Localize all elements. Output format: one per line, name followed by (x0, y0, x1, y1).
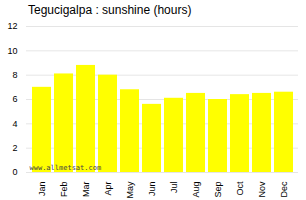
svg-text:www.allmetsat.com: www.allmetsat.com (30, 164, 102, 172)
svg-text:Nov: Nov (257, 181, 267, 198)
svg-text:4: 4 (12, 119, 17, 129)
svg-text:Jun: Jun (147, 182, 157, 197)
svg-text:10: 10 (7, 46, 17, 56)
svg-text:0: 0 (12, 167, 17, 177)
svg-text:Aug: Aug (191, 182, 201, 198)
svg-text:Jul: Jul (169, 182, 179, 194)
svg-text:Jan: Jan (37, 182, 47, 197)
svg-text:Mar: Mar (81, 181, 91, 197)
svg-text:8: 8 (12, 70, 17, 80)
svg-text:Sep: Sep (213, 182, 223, 198)
svg-text:Feb: Feb (59, 182, 69, 198)
svg-text:2: 2 (12, 143, 17, 153)
html-text:Tegucigalpa : sunshine (hours): Tegucigalpa : sunshine (hours) (28, 3, 192, 17)
svg-text:6: 6 (12, 94, 17, 104)
svg-text:Oct: Oct (235, 181, 245, 196)
svg-text:May: May (125, 181, 135, 198)
svg-text:12: 12 (7, 21, 17, 31)
svg-text:Dec: Dec (279, 181, 289, 198)
svg-text:Apr: Apr (103, 182, 113, 196)
